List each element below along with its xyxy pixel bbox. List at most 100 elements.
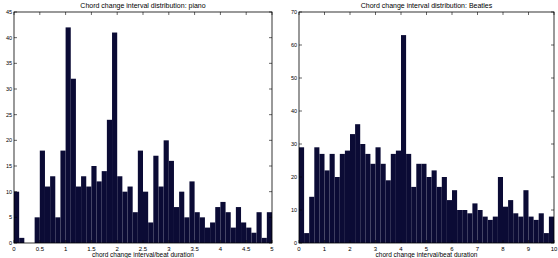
x-tick (554, 12, 555, 15)
bar (529, 217, 534, 243)
x-tick (65, 12, 66, 15)
y-tick (14, 191, 17, 192)
y-tick (299, 45, 302, 46)
x-tick (14, 12, 15, 15)
bar (416, 164, 421, 243)
y-tick (551, 111, 554, 112)
y-tick-label: 50 (291, 75, 297, 81)
bar (345, 151, 350, 243)
x-tick (350, 12, 351, 15)
y-tick-label: 10 (291, 207, 297, 213)
bar (200, 217, 205, 243)
y-tick (551, 177, 554, 178)
frame (14, 12, 272, 243)
x-tick-label: 8 (501, 246, 505, 252)
x-tick (220, 12, 221, 15)
y-tick (551, 210, 554, 211)
x-tick (117, 12, 118, 15)
x-tick-label: 9 (527, 246, 531, 252)
x-tick (246, 12, 247, 15)
bar (503, 207, 508, 243)
y-tick (269, 12, 272, 13)
y-tick-label: 20 (291, 174, 297, 180)
x-tick (143, 12, 144, 15)
x-tick (91, 12, 92, 15)
x-tick (168, 240, 169, 243)
x-tick (272, 240, 273, 243)
bar (314, 147, 319, 243)
y-tick-label: 20 (6, 137, 12, 143)
bar (220, 202, 225, 243)
chart (14, 12, 272, 243)
bars (14, 27, 272, 243)
bar (340, 154, 345, 243)
y-tick (14, 89, 17, 90)
bar (447, 200, 452, 243)
x-tick (375, 12, 376, 15)
bar (325, 170, 330, 243)
bar (86, 187, 91, 243)
bar (376, 147, 381, 243)
bar (19, 238, 24, 243)
title: Chord change interval distribution: Beat… (361, 2, 493, 10)
bar (299, 147, 304, 243)
bar (97, 181, 102, 243)
bar (432, 170, 437, 243)
y-tick (14, 243, 17, 244)
bar (437, 187, 442, 243)
y-tick (269, 37, 272, 38)
y-tick (269, 217, 272, 218)
bar (396, 151, 401, 243)
bar (549, 217, 554, 243)
y-tick-label: 25 (6, 112, 12, 118)
bar (360, 144, 365, 243)
x-tick (503, 240, 504, 243)
x-tick (39, 240, 40, 243)
bar (319, 154, 324, 243)
bar (122, 192, 127, 243)
x-tick-label: 0 (12, 246, 16, 252)
y-tick-label: 30 (6, 86, 12, 92)
bar (226, 212, 231, 243)
bar (164, 140, 169, 243)
bar (241, 222, 246, 243)
bar (81, 176, 86, 243)
x-tick (324, 12, 325, 15)
bar (102, 171, 107, 243)
x-tick (194, 12, 195, 15)
y-tick-label: 35 (6, 60, 12, 66)
y-tick (299, 177, 302, 178)
bar (498, 177, 503, 243)
figure: 00.511.522.533.544.55051015202530354045C… (0, 0, 558, 258)
bar (210, 222, 215, 243)
x-tick (554, 240, 555, 243)
y-tick-label: 30 (291, 141, 297, 147)
bar (91, 166, 96, 243)
x-tick-label: 0.5 (36, 246, 45, 252)
bar (14, 192, 19, 243)
x-tick (39, 12, 40, 15)
x-tick (324, 240, 325, 243)
bar (189, 181, 194, 243)
bar (215, 207, 220, 243)
bar (309, 197, 314, 243)
bar (488, 220, 493, 243)
x-tick-label: 1 (323, 246, 327, 252)
bar (40, 151, 45, 243)
x-tick (194, 240, 195, 243)
bar (45, 187, 50, 243)
y-tick-label: 15 (6, 163, 12, 169)
bar (133, 212, 138, 243)
y-tick (299, 243, 302, 244)
bar (128, 187, 133, 243)
x-tick (401, 12, 402, 15)
bar (236, 207, 241, 243)
bar (518, 217, 523, 243)
y-tick (269, 191, 272, 192)
bar (35, 217, 40, 243)
bar (304, 233, 309, 243)
bar (452, 190, 457, 243)
bar (462, 210, 467, 243)
y-tick (551, 45, 554, 46)
bar (478, 210, 483, 243)
